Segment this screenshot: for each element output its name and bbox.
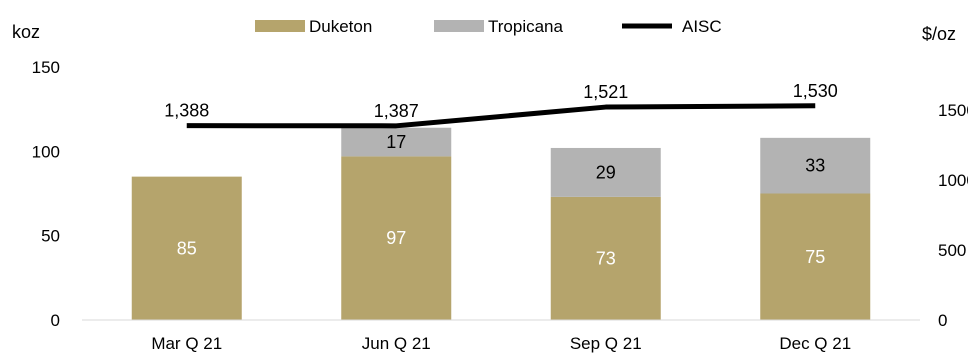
category-label: Dec Q 21 (779, 334, 851, 353)
bar-tropicana (550, 147, 661, 197)
category-label: Sep Q 21 (570, 334, 642, 353)
data-label-aisc: 1,521 (583, 82, 628, 102)
bar-duketon (341, 156, 452, 320)
data-label-aisc: 1,530 (793, 81, 838, 101)
legend-swatch-duketon (255, 20, 305, 32)
bar-duketon (131, 176, 242, 320)
bar-duketon (550, 196, 661, 320)
data-label-tropicana: 29 (596, 162, 616, 182)
data-label-aisc: 1,387 (374, 101, 419, 121)
data-label-tropicana: 33 (805, 156, 825, 176)
legend-label-aisc: AISC (682, 17, 722, 36)
right-axis-unit: $/oz (922, 24, 956, 44)
right-axis-tick: 0 (938, 311, 947, 330)
left-axis-tick: 0 (51, 311, 60, 330)
bar-tropicana (760, 137, 871, 194)
category-label: Mar Q 21 (151, 334, 222, 353)
legend-swatch-tropicana (434, 20, 484, 32)
data-label-duketon: 73 (596, 248, 616, 268)
left-axis-unit: koz (12, 22, 40, 42)
bar-duketon (760, 193, 871, 320)
data-label-tropicana: 17 (386, 132, 406, 152)
legend-label-duketon: Duketon (309, 17, 372, 36)
left-axis-tick: 50 (41, 227, 60, 246)
legend-label-tropicana: Tropicana (488, 17, 564, 36)
category-label: Jun Q 21 (362, 334, 431, 353)
line-aisc (186, 103, 816, 129)
data-label-duketon: 75 (805, 247, 825, 267)
right-axis-tick: 500 (938, 241, 966, 260)
right-axis-tick: 1000 (938, 171, 968, 190)
data-label-duketon: 85 (177, 238, 197, 258)
left-axis-tick: 150 (32, 58, 60, 77)
left-axis-tick: 100 (32, 142, 60, 161)
data-label-aisc: 1,388 (164, 101, 209, 121)
data-label-duketon: 97 (386, 228, 406, 248)
bar-tropicana (341, 127, 452, 157)
